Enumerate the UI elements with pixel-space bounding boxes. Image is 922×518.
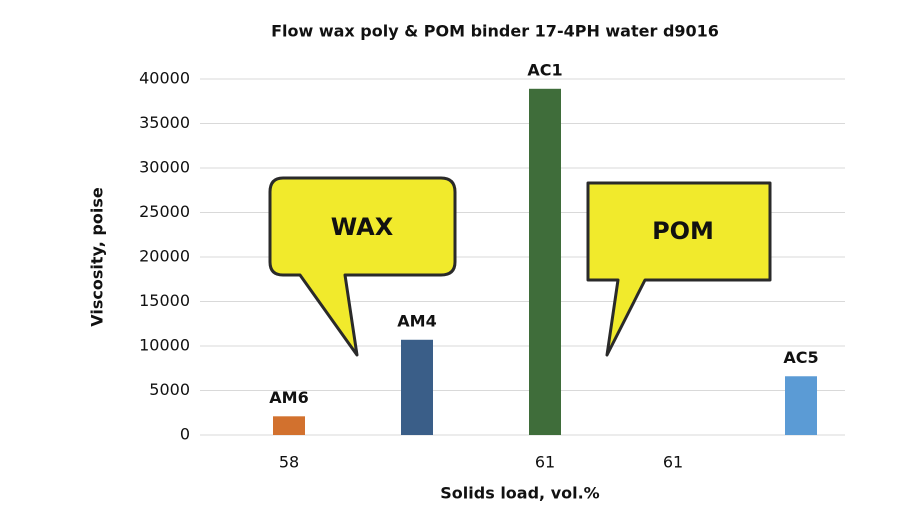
bar-label: AC5 (783, 348, 818, 367)
bar (529, 88, 561, 435)
y-tick-label: 40000 (139, 69, 190, 88)
y-tick-label: 35000 (139, 113, 190, 132)
bar (785, 376, 817, 435)
x-tick-label: 58 (279, 453, 299, 472)
bar (273, 416, 305, 435)
y-tick-label: 10000 (139, 336, 190, 355)
bars: 58 AM6 AM4 61 AC1 61 AC5 (269, 60, 818, 471)
callout-wax: WAX (268, 176, 457, 357)
y-axis-label: Viscosity, poise (88, 187, 107, 327)
callout-pom: POM (586, 181, 772, 357)
speech-bubble (268, 176, 457, 357)
annotation: POM (652, 217, 714, 245)
bar (401, 339, 433, 435)
bar-label: AM4 (397, 311, 436, 330)
y-tick-label: 20000 (139, 247, 190, 266)
y-tick-label: 5000 (149, 380, 190, 399)
y-tick-label: 30000 (139, 158, 190, 177)
annotation: WAX (331, 213, 394, 241)
x-tick-label: 61 (663, 453, 683, 472)
chart-title: Flow wax poly & POM binder 17-4PH water … (271, 22, 719, 41)
x-tick-label: 61 (535, 453, 555, 472)
y-tick-label: 0 (180, 425, 190, 444)
bar-label: AC1 (527, 60, 562, 79)
x-axis-label: Solids load, vol.% (440, 484, 599, 503)
y-tick-label: 15000 (139, 291, 190, 310)
y-tick-label: 25000 (139, 202, 190, 221)
speech-bubble (586, 181, 772, 357)
bar-label: AM6 (269, 388, 308, 407)
